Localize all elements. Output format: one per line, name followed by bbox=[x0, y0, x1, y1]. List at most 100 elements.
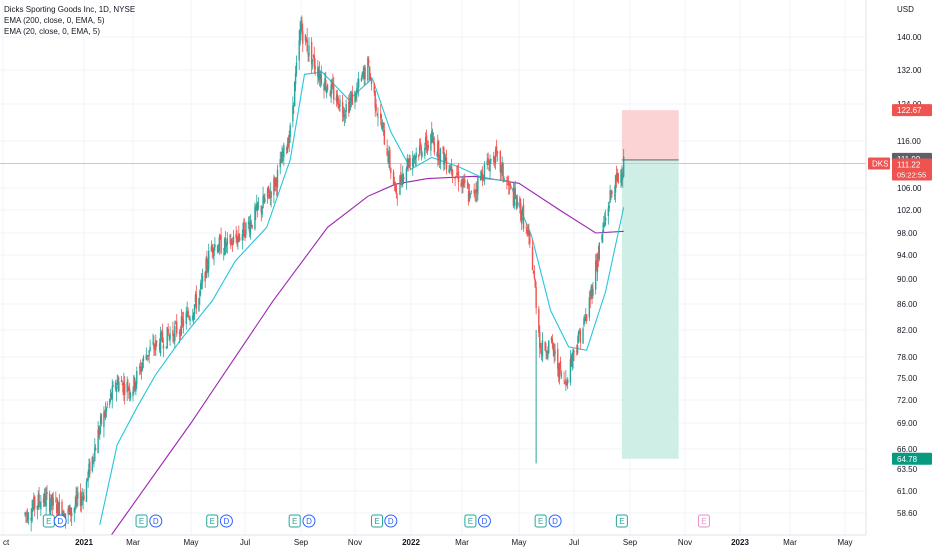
earnings-marker[interactable] bbox=[206, 514, 219, 528]
earnings-marker[interactable] bbox=[464, 514, 477, 528]
candle-body bbox=[330, 84, 332, 99]
candle-body bbox=[539, 331, 541, 349]
candle-body bbox=[224, 238, 227, 249]
candle-body bbox=[427, 145, 429, 148]
candle-body bbox=[152, 342, 154, 344]
chart-legend: Dicks Sporting Goods Inc, 1D, NYSE EMA (… bbox=[4, 4, 135, 37]
candle-body bbox=[245, 222, 247, 236]
candle-body bbox=[27, 517, 30, 520]
candle-body bbox=[419, 142, 422, 147]
stop-loss-zone[interactable] bbox=[621, 110, 679, 160]
candle-body bbox=[591, 286, 593, 297]
dividend-marker[interactable] bbox=[219, 514, 233, 528]
candle-body bbox=[325, 79, 327, 90]
dividend-marker[interactable] bbox=[53, 514, 67, 528]
candle-body bbox=[76, 495, 78, 499]
candle-body bbox=[332, 82, 334, 88]
candle-body bbox=[214, 244, 216, 248]
candle-body bbox=[579, 330, 582, 343]
candle-body bbox=[247, 221, 250, 225]
x-tick-label: Sep bbox=[623, 538, 638, 547]
earnings-marker[interactable] bbox=[371, 514, 384, 528]
x-tick-label: Sep bbox=[294, 538, 309, 547]
candle-body bbox=[482, 177, 485, 180]
y-tick-label: 69.00 bbox=[897, 419, 918, 428]
candle-body bbox=[493, 155, 495, 162]
dividend-marker[interactable] bbox=[302, 514, 316, 528]
candle-body bbox=[595, 260, 598, 270]
candle-body bbox=[206, 256, 208, 269]
candle-body bbox=[513, 189, 516, 206]
y-tick-label: 90.00 bbox=[897, 275, 918, 284]
earnings-marker-label: E bbox=[701, 517, 706, 526]
candle-body bbox=[317, 67, 319, 78]
candle-body bbox=[91, 456, 94, 472]
candle-body bbox=[614, 175, 617, 193]
profit-target-zone[interactable] bbox=[621, 159, 679, 459]
candle-body bbox=[314, 65, 316, 70]
earnings-marker[interactable] bbox=[697, 514, 710, 528]
x-tick-label: 2022 bbox=[402, 538, 420, 547]
candle-body bbox=[38, 494, 40, 504]
candle-body bbox=[554, 350, 556, 355]
candle-body bbox=[87, 471, 89, 481]
candle-body bbox=[569, 359, 572, 383]
candle-body bbox=[546, 354, 548, 356]
candle-body bbox=[405, 168, 408, 182]
time-axis-background bbox=[0, 535, 932, 550]
candle-body bbox=[307, 53, 309, 55]
dividend-marker[interactable] bbox=[477, 514, 491, 528]
candle-body bbox=[169, 333, 171, 340]
candle-body bbox=[414, 156, 417, 160]
candle-body bbox=[304, 34, 307, 41]
candle-body bbox=[67, 508, 69, 514]
candle-body bbox=[185, 313, 187, 324]
candle-body bbox=[299, 30, 301, 44]
y-tick-label: 102.00 bbox=[897, 206, 922, 215]
candle-body bbox=[507, 183, 509, 186]
candle-body bbox=[110, 393, 113, 399]
dividend-marker-label: D bbox=[306, 517, 312, 526]
candle-body bbox=[396, 197, 398, 199]
earnings-marker-label: E bbox=[468, 517, 473, 526]
candle-body bbox=[508, 182, 510, 186]
earnings-marker[interactable] bbox=[615, 514, 628, 528]
candle-body bbox=[444, 156, 446, 163]
candle-body bbox=[180, 316, 183, 334]
x-tick-label: Jul bbox=[240, 538, 250, 547]
candle-body bbox=[212, 249, 214, 254]
candle-body bbox=[123, 384, 126, 395]
candle-body bbox=[243, 219, 245, 237]
candle-body bbox=[295, 62, 298, 75]
candle-body bbox=[230, 239, 232, 246]
candle-body bbox=[342, 111, 345, 118]
candle-body bbox=[310, 41, 313, 65]
candle-body bbox=[533, 271, 536, 279]
candle-body bbox=[566, 381, 568, 386]
candle-body bbox=[42, 498, 45, 503]
earnings-marker[interactable] bbox=[288, 514, 301, 528]
dividend-marker[interactable] bbox=[548, 514, 562, 528]
candle-body bbox=[451, 169, 454, 177]
candle-body bbox=[74, 505, 76, 507]
earnings-marker[interactable] bbox=[135, 514, 148, 528]
y-tick-label: 61.00 bbox=[897, 487, 918, 496]
dividend-marker[interactable] bbox=[384, 514, 398, 528]
candle-body bbox=[166, 327, 168, 349]
earnings-marker[interactable] bbox=[534, 514, 547, 528]
earnings-marker-label: E bbox=[292, 517, 297, 526]
candle-body bbox=[431, 136, 434, 141]
candle-body bbox=[250, 223, 253, 227]
candle-body bbox=[585, 316, 587, 321]
candle-body bbox=[519, 197, 521, 205]
candle-body bbox=[179, 328, 182, 337]
candle-body bbox=[350, 94, 353, 102]
candle-body bbox=[338, 105, 340, 109]
dividend-marker[interactable] bbox=[149, 514, 163, 528]
candle-body bbox=[325, 87, 328, 94]
candle-body bbox=[374, 90, 376, 108]
candle-body bbox=[275, 178, 277, 185]
candle-body bbox=[437, 140, 440, 160]
candle-body bbox=[589, 297, 591, 300]
